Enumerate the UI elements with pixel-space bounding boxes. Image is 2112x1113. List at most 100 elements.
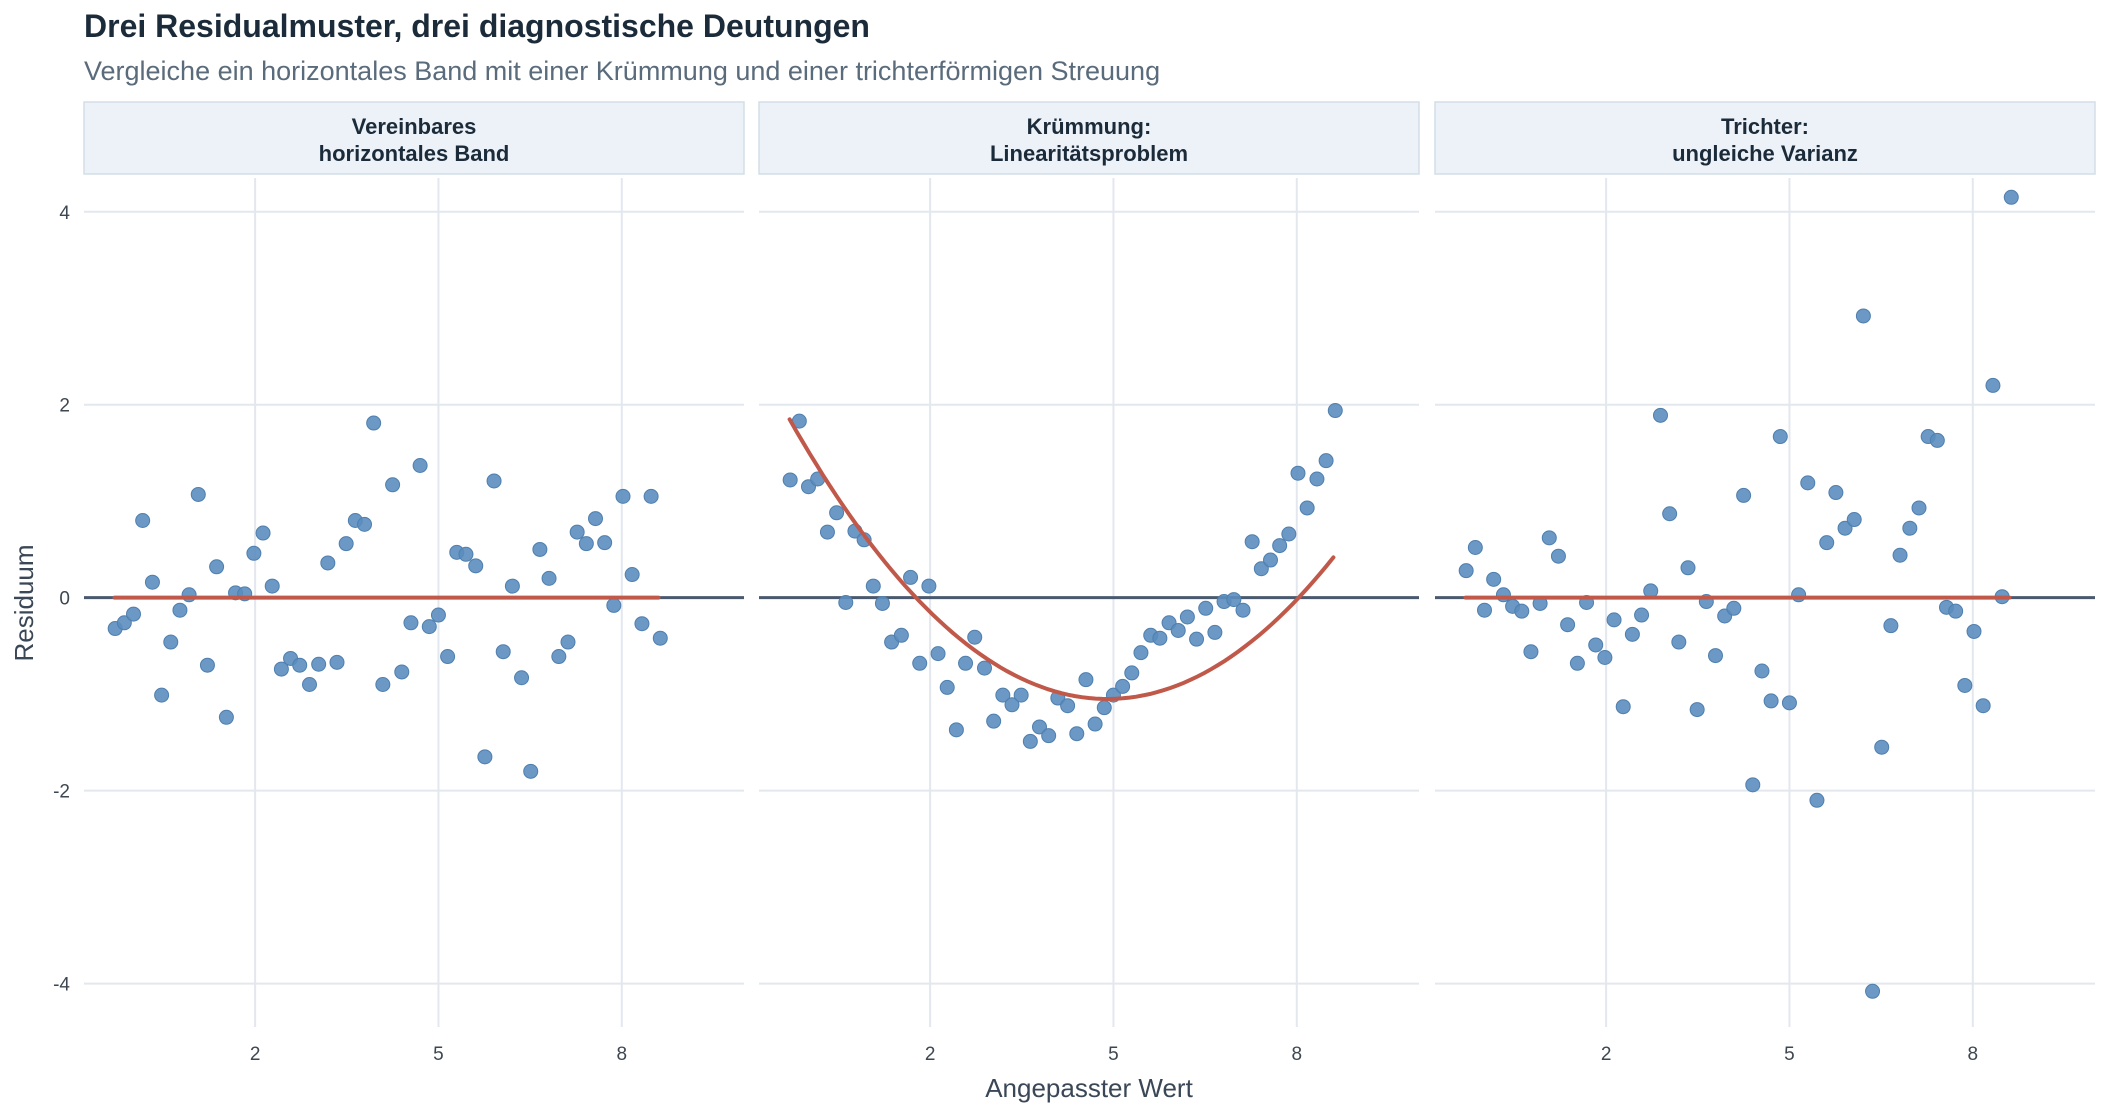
data-point xyxy=(1087,716,1103,732)
data-point xyxy=(385,477,401,493)
data-point xyxy=(514,670,530,686)
data-point xyxy=(597,535,613,551)
data-point xyxy=(1560,617,1576,633)
data-point xyxy=(551,649,567,665)
data-point xyxy=(1800,475,1816,491)
data-point xyxy=(1874,739,1890,755)
data-point xyxy=(1892,547,1908,563)
data-point xyxy=(1911,500,1927,516)
data-point xyxy=(199,657,215,673)
data-point xyxy=(1550,548,1566,564)
y-tick-label: 0 xyxy=(59,589,70,610)
data-point xyxy=(1597,649,1613,665)
data-point xyxy=(874,595,890,611)
data-point xyxy=(1624,626,1640,642)
data-point xyxy=(1902,520,1918,536)
data-point xyxy=(154,687,170,703)
x-tick-label: 8 xyxy=(616,1044,627,1065)
data-point xyxy=(1022,733,1038,749)
data-point xyxy=(1763,693,1779,709)
data-point xyxy=(1745,777,1761,793)
y-tick-label: 4 xyxy=(59,203,70,224)
data-point xyxy=(1060,698,1076,714)
facet-strip-background xyxy=(758,101,1420,175)
data-point xyxy=(1514,603,1530,619)
facet-strip-label: Trichter: xyxy=(1721,114,1809,139)
data-point xyxy=(1263,552,1278,568)
data-point xyxy=(541,570,557,586)
data-point xyxy=(1736,487,1752,503)
data-point xyxy=(430,607,446,623)
data-point xyxy=(1318,453,1334,469)
data-point xyxy=(1069,726,1085,742)
data-point xyxy=(1791,587,1807,603)
data-point xyxy=(320,555,336,571)
data-point xyxy=(1957,677,1973,693)
x-tick-label: 8 xyxy=(1291,1044,1302,1065)
data-point xyxy=(1244,534,1260,550)
data-point xyxy=(578,536,594,552)
data-point xyxy=(523,763,539,779)
data-point xyxy=(1689,702,1705,718)
y-axis-title: Residuum xyxy=(9,544,39,661)
data-point xyxy=(1588,637,1604,653)
data-point xyxy=(1781,695,1797,711)
data-point xyxy=(264,578,280,594)
data-point xyxy=(1929,432,1945,448)
data-point xyxy=(357,516,372,532)
data-point xyxy=(1634,607,1650,623)
data-point xyxy=(569,524,585,540)
facet-strip-label: Vereinbares xyxy=(352,114,477,139)
data-point xyxy=(1819,535,1835,551)
data-point xyxy=(1299,500,1315,516)
data-point xyxy=(403,615,419,631)
data-point xyxy=(967,629,983,645)
x-axis-title: Angepasster Wert xyxy=(985,1073,1193,1103)
data-point xyxy=(1272,538,1288,554)
data-point xyxy=(977,660,992,676)
data-point xyxy=(1486,571,1502,587)
data-point xyxy=(1207,624,1223,640)
data-point xyxy=(1837,520,1853,536)
data-point xyxy=(255,525,271,541)
data-point xyxy=(1680,560,1696,576)
data-point xyxy=(338,536,354,552)
data-point xyxy=(477,749,493,765)
data-point xyxy=(1615,699,1631,715)
data-point xyxy=(504,578,520,594)
data-point xyxy=(838,595,854,610)
data-point xyxy=(930,646,946,662)
data-point xyxy=(421,619,437,635)
data-point xyxy=(144,574,160,590)
data-point xyxy=(1948,603,1964,619)
data-point xyxy=(912,655,928,671)
y-tick-label: 2 xyxy=(59,396,70,417)
chart-title: Drei Residualmuster, drei diagnostische … xyxy=(84,8,870,44)
data-point xyxy=(995,687,1011,703)
data-point xyxy=(1041,728,1057,744)
data-point xyxy=(624,567,640,583)
data-point xyxy=(1708,648,1723,664)
x-tick-label: 5 xyxy=(1784,1044,1795,1065)
data-point xyxy=(1726,600,1742,616)
data-point xyxy=(172,602,188,618)
data-point xyxy=(1170,622,1186,638)
data-point xyxy=(126,606,141,622)
chart-subtitle: Vergleiche ein horizontales Band mit ein… xyxy=(84,56,1161,86)
data-point xyxy=(1226,592,1242,608)
x-tick-label: 2 xyxy=(925,1044,936,1065)
facet-strip-label: horizontales Band xyxy=(319,141,510,166)
facet-panel-2: Krümmung:Linearitätsproblem 2 5 8 xyxy=(758,101,1420,1065)
data-point xyxy=(1477,602,1492,618)
data-point xyxy=(458,546,474,562)
data-point xyxy=(1124,665,1140,681)
data-point xyxy=(1975,698,1991,714)
x-tick-label: 2 xyxy=(1601,1044,1612,1065)
data-point xyxy=(209,559,225,575)
data-point xyxy=(819,524,835,540)
data-point xyxy=(1152,630,1168,646)
data-point xyxy=(560,634,576,650)
data-point xyxy=(1855,308,1871,324)
data-point xyxy=(1569,655,1585,671)
